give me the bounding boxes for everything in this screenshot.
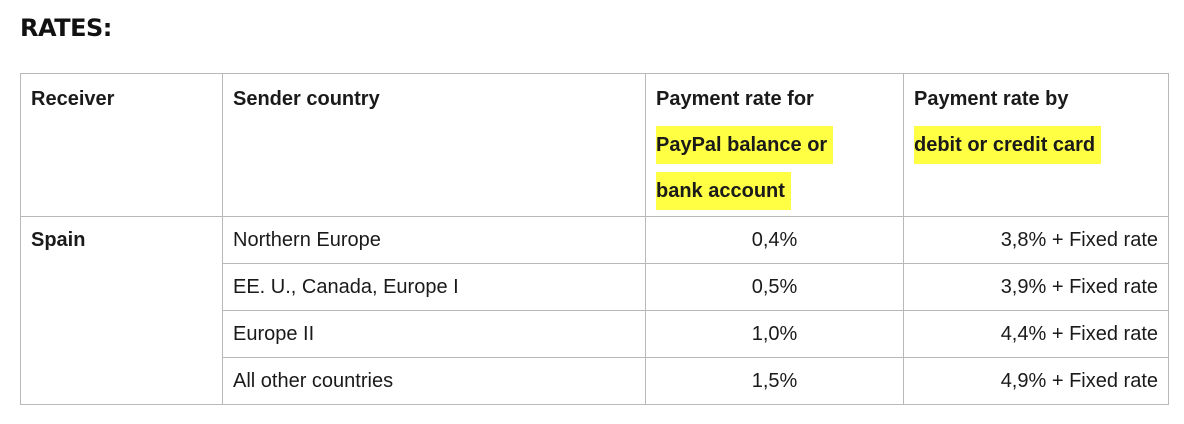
header-card-rate-highlight: debit or credit card: [914, 126, 1102, 164]
header-card-rate: Payment rate by debit or credit card: [903, 73, 1169, 217]
receiver-cell: Spain: [20, 216, 223, 405]
table-row: Spain Northern Europe 0,4% 3,8% + Fixed …: [20, 216, 1169, 405]
sender-country-cell: All other countries: [222, 357, 646, 405]
header-paypal-rate: Payment rate for PayPal balance or bank …: [645, 73, 904, 217]
sender-country-cell: EE. U., Canada, Europe I: [222, 263, 646, 311]
sender-country-cell: Northern Europe: [222, 216, 646, 264]
rates-table: Receiver Sender country Payment rate for…: [20, 73, 1169, 405]
header-paypal-rate-plain: Payment rate for: [656, 88, 814, 110]
card-rate-cell: 3,9% + Fixed rate: [903, 263, 1169, 311]
paypal-rate-cell: 0,4%: [645, 216, 904, 264]
header-card-rate-plain: Payment rate by: [914, 88, 1069, 110]
table-row: Europe II 1,0% 4,4% + Fixed rate: [21, 310, 1169, 358]
header-sender-country: Sender country: [222, 73, 646, 217]
card-rate-cell: 4,9% + Fixed rate: [903, 357, 1169, 405]
page-heading: RATES:: [20, 14, 112, 42]
card-rate-cell: 3,8% + Fixed rate: [903, 216, 1169, 264]
header-receiver: Receiver: [20, 73, 223, 217]
paypal-rate-cell: 1,5%: [645, 357, 904, 405]
header-paypal-rate-highlight-1: PayPal balance or: [656, 126, 834, 164]
sender-country-cell: Europe II: [222, 310, 646, 358]
paypal-rate-cell: 1,0%: [645, 310, 904, 358]
table-header-row: Receiver Sender country Payment rate for…: [20, 73, 1169, 217]
table-row: EE. U., Canada, Europe I 0,5% 3,9% + Fix…: [21, 263, 1169, 311]
card-rate-cell: 4,4% + Fixed rate: [903, 310, 1169, 358]
table-row: All other countries 1,5% 4,9% + Fixed ra…: [21, 357, 1169, 405]
header-paypal-rate-highlight-2: bank account: [656, 172, 791, 210]
paypal-rate-cell: 0,5%: [645, 263, 904, 311]
